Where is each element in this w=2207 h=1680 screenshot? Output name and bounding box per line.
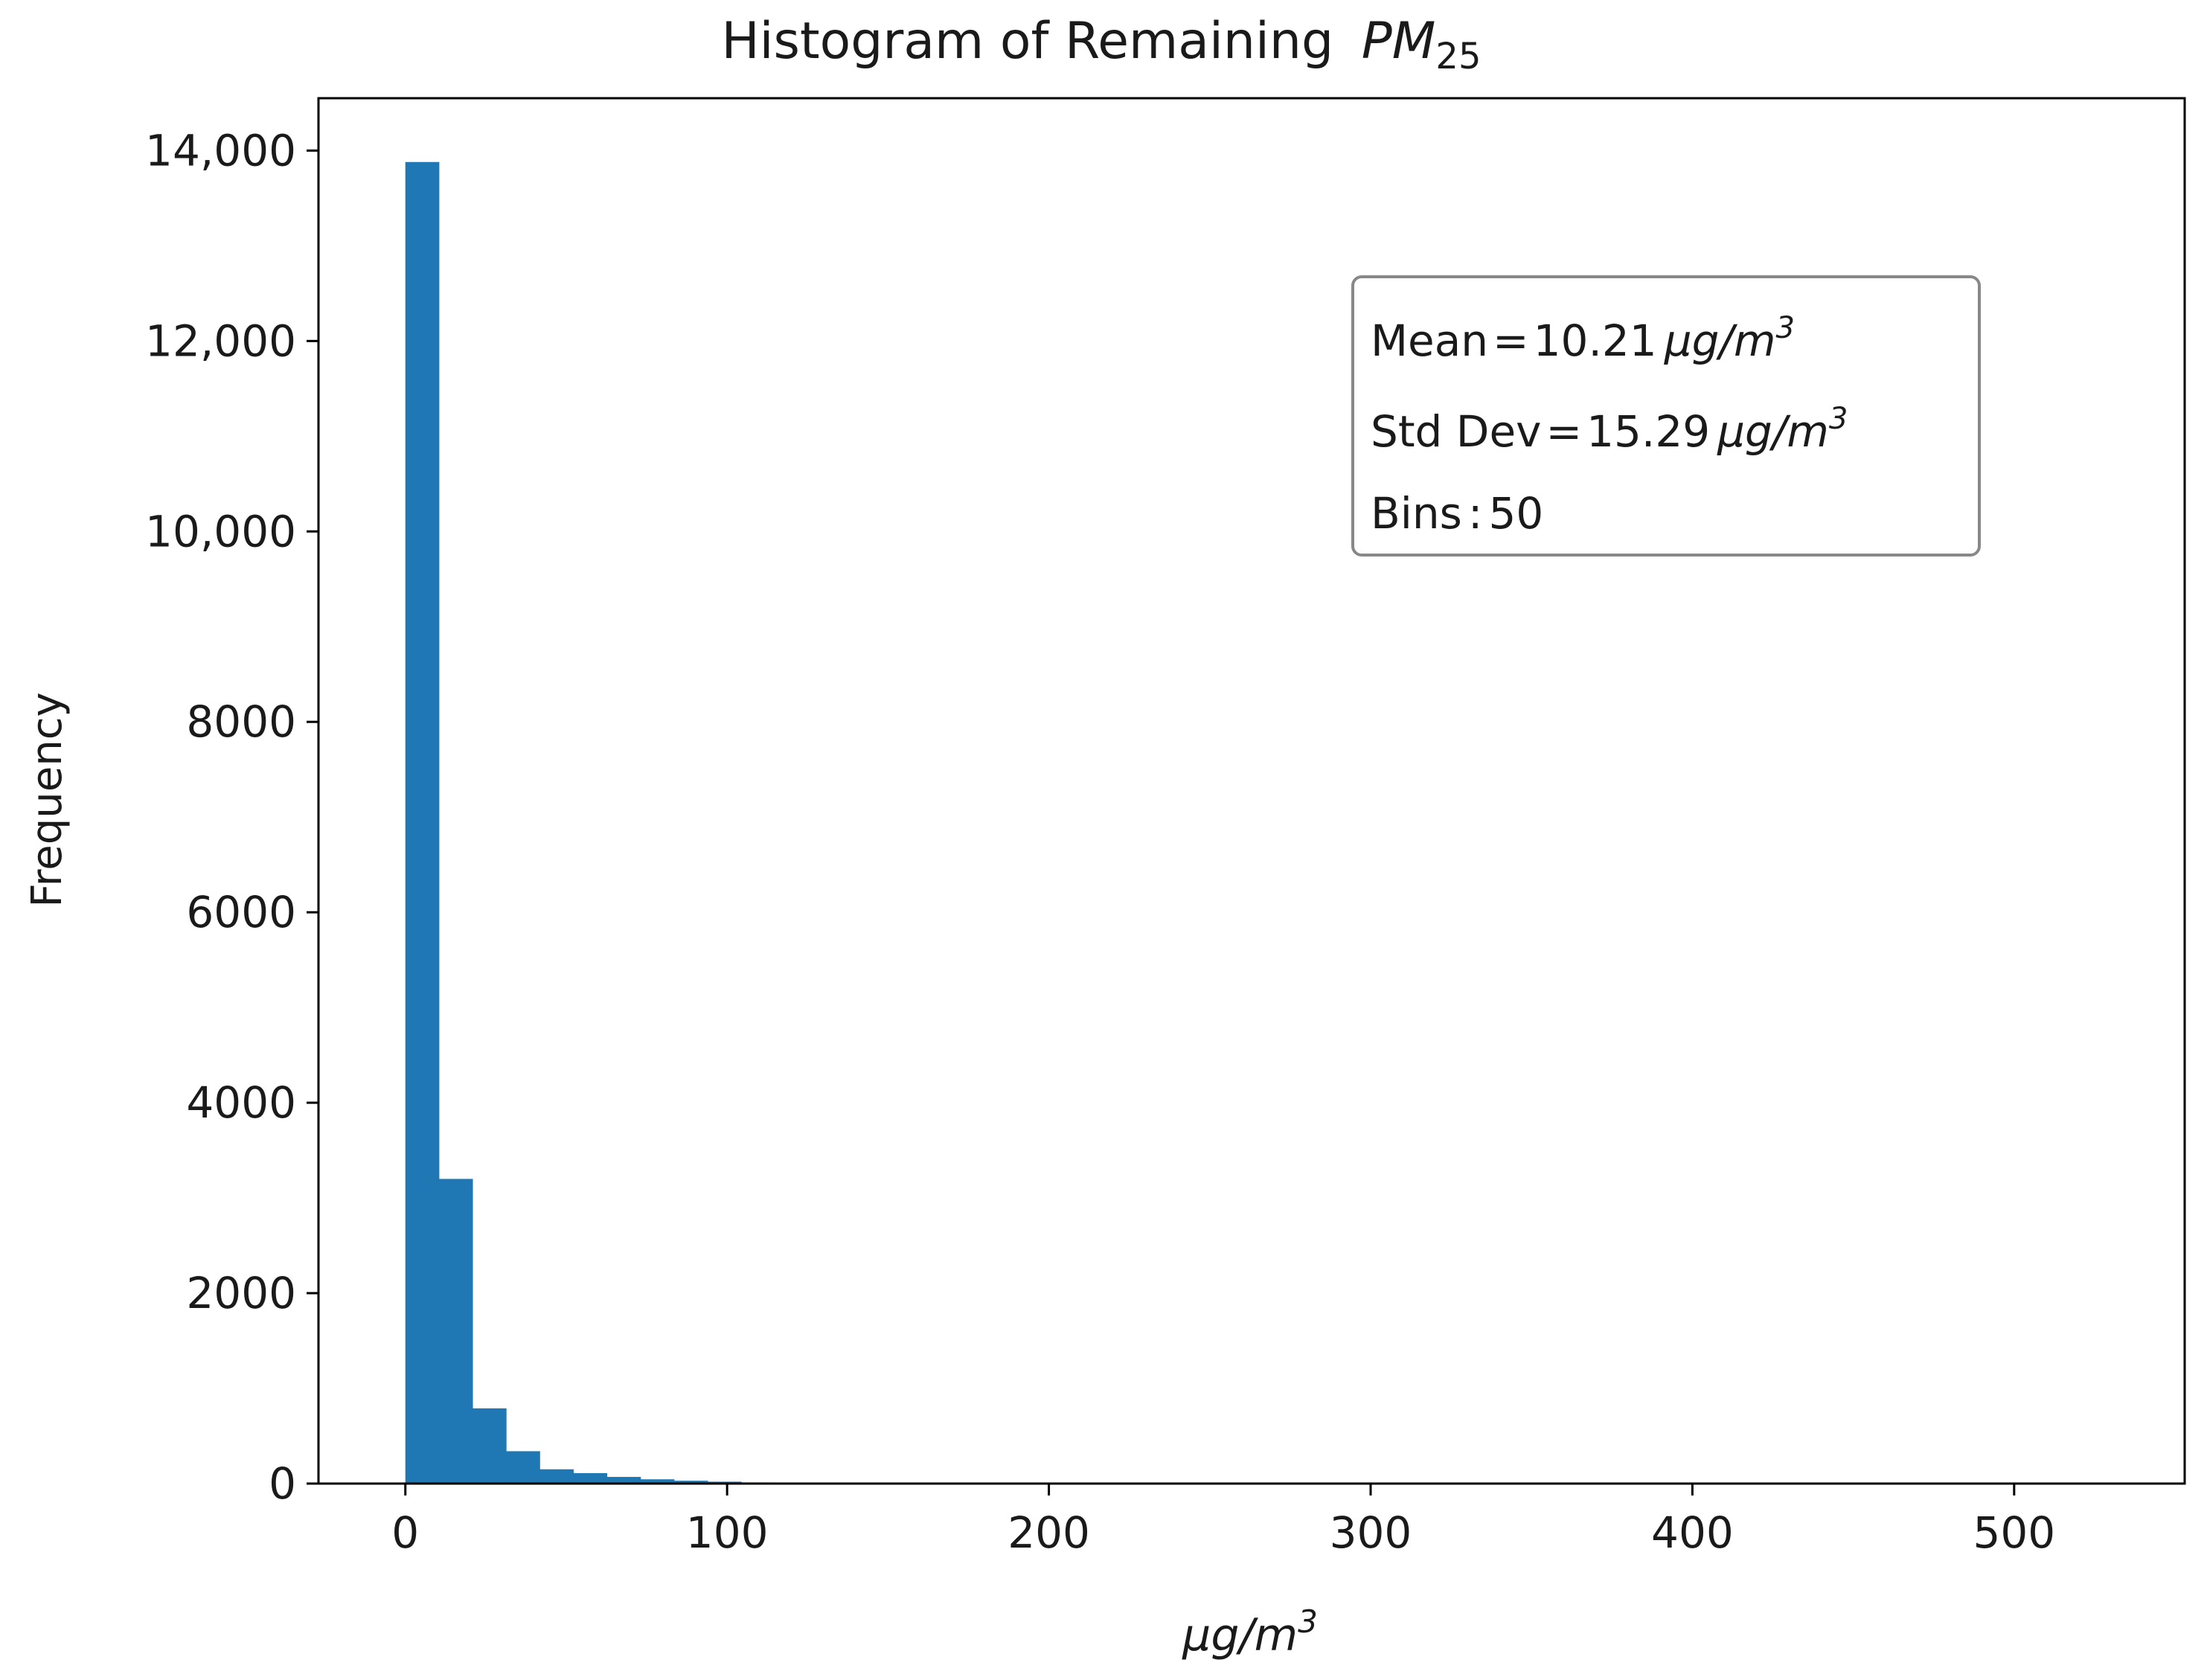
chart-title-math: PM	[1362, 12, 1436, 71]
x-tick-label: 100	[686, 1507, 769, 1558]
histogram-bar	[573, 1472, 608, 1484]
chart-title-subscript: 25	[1435, 36, 1481, 77]
mean-unit: μg/m	[1664, 315, 1776, 366]
x-axis-ticks: 0 100 200 300 400 500	[391, 1484, 2055, 1558]
histogram-bar	[640, 1479, 675, 1484]
x-axis-label-base: μg/m	[1182, 1609, 1298, 1661]
std-label: Std Dev	[1371, 406, 1541, 457]
std-value: 15.29	[1586, 406, 1710, 457]
mean-equals: =	[1493, 315, 1529, 366]
y-tick-label: 6000	[186, 887, 296, 937]
mean-value: 10.21	[1534, 315, 1657, 366]
chart-title: Histogram of Remaining PM25	[722, 12, 1482, 77]
x-tick-label: 300	[1330, 1507, 1412, 1558]
chart-title-text: Histogram of Remaining	[722, 12, 1334, 71]
annotation-std: Std Dev = 15.29 μg/m3	[1371, 402, 1848, 457]
x-tick-label: 0	[391, 1507, 419, 1558]
histogram-bar	[539, 1469, 574, 1484]
plot-frame	[317, 97, 2186, 1485]
x-axis-label-superscript: 3	[1298, 1603, 1318, 1640]
y-axis-ticks: 0 2000 4000 6000 8000 10,000 12,000 14,000	[145, 125, 318, 1509]
y-tick-label: 14,000	[145, 125, 296, 176]
stats-annotation-box: Mean = 10.21 μg/m3 Std Dev = 15.29 μg/m3 Bins:…	[1351, 275, 1981, 557]
y-axis-label: Frequency	[23, 692, 71, 907]
histogram-bar	[438, 1179, 473, 1484]
bins-value: 50	[1488, 488, 1543, 539]
x-axis-label: μg/m3	[1182, 1603, 1318, 1661]
x-tick-label: 200	[1008, 1507, 1090, 1558]
histogram-bar	[673, 1481, 708, 1484]
histogram-bar	[473, 1408, 507, 1484]
histogram-bar	[405, 161, 440, 1484]
bins-colon: :	[1468, 488, 1483, 539]
histogram-bar	[606, 1477, 641, 1484]
histogram-bar	[506, 1451, 540, 1484]
std-equals: =	[1545, 406, 1582, 457]
y-tick-label: 4000	[186, 1077, 296, 1128]
annotation-bins: Bins:50	[1371, 488, 1543, 539]
mean-unit-superscript: 3	[1775, 311, 1794, 345]
x-tick-label: 400	[1651, 1507, 1734, 1558]
x-tick-label: 500	[1973, 1507, 2055, 1558]
y-tick-label: 8000	[186, 696, 296, 747]
annotation-mean: Mean = 10.21 μg/m3	[1371, 311, 1795, 366]
y-tick-label: 2000	[186, 1268, 296, 1318]
mean-label: Mean	[1371, 315, 1488, 366]
y-tick-label: 10,000	[145, 506, 296, 557]
y-tick-label: 12,000	[145, 315, 296, 366]
std-unit: μg/m	[1717, 406, 1829, 457]
y-tick-label: 0	[269, 1458, 296, 1509]
std-unit-superscript: 3	[1829, 402, 1848, 436]
bins-label: Bins	[1371, 488, 1462, 539]
annotation-frame	[1351, 275, 1981, 557]
